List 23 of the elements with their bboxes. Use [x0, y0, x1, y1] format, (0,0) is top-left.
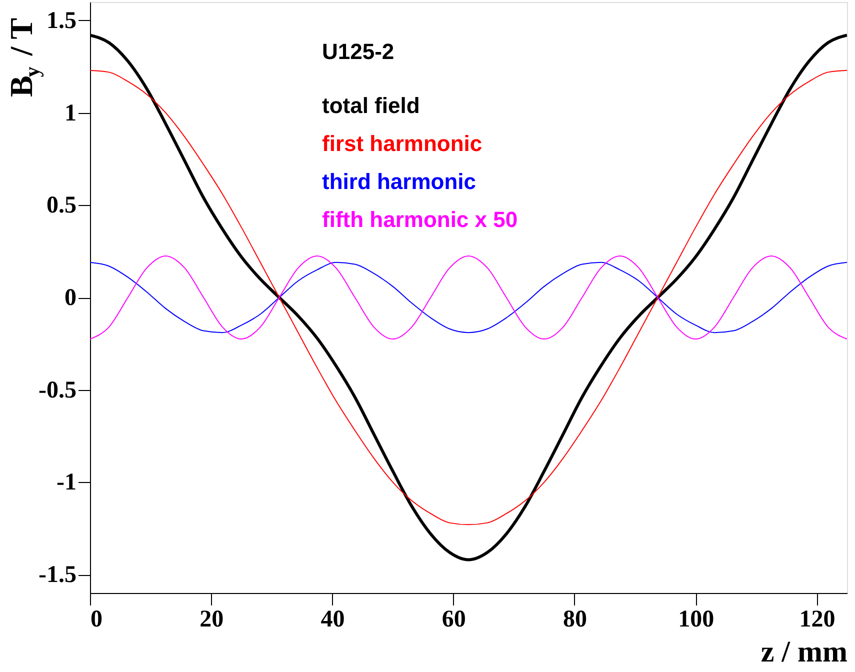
- y-tick-label: 1: [64, 100, 76, 126]
- text: first harmnonic: [322, 131, 482, 156]
- text: total field: [322, 93, 420, 118]
- x-tick-label: 20: [200, 606, 224, 632]
- y-tick-label: -1: [56, 470, 76, 496]
- x-tick-label: 0: [90, 606, 102, 632]
- line-series: [90, 255, 847, 340]
- y-tick-label: -0.5: [38, 377, 76, 404]
- x-tick-label: 40: [320, 606, 345, 632]
- series-label: fifth harmonic x 50: [322, 207, 518, 232]
- line-series: [90, 262, 847, 334]
- text: third harmonic: [322, 169, 476, 194]
- x-tick-label: 80: [562, 606, 587, 632]
- annotation: U125-2: [322, 39, 394, 64]
- y-tick-label: -1.5: [38, 562, 76, 588]
- x-axis-title: z / mm: [760, 636, 848, 668]
- x-tick-label: 60: [442, 606, 466, 632]
- y-tick-label: 1.5: [46, 8, 76, 34]
- y-tick-label: 0: [64, 285, 76, 311]
- y-axis-title: By / T: [3, 18, 44, 97]
- y-tick-label: 0.5: [46, 192, 76, 219]
- x-tick-label: 100: [678, 606, 714, 632]
- x-tick-label: 120: [799, 606, 836, 632]
